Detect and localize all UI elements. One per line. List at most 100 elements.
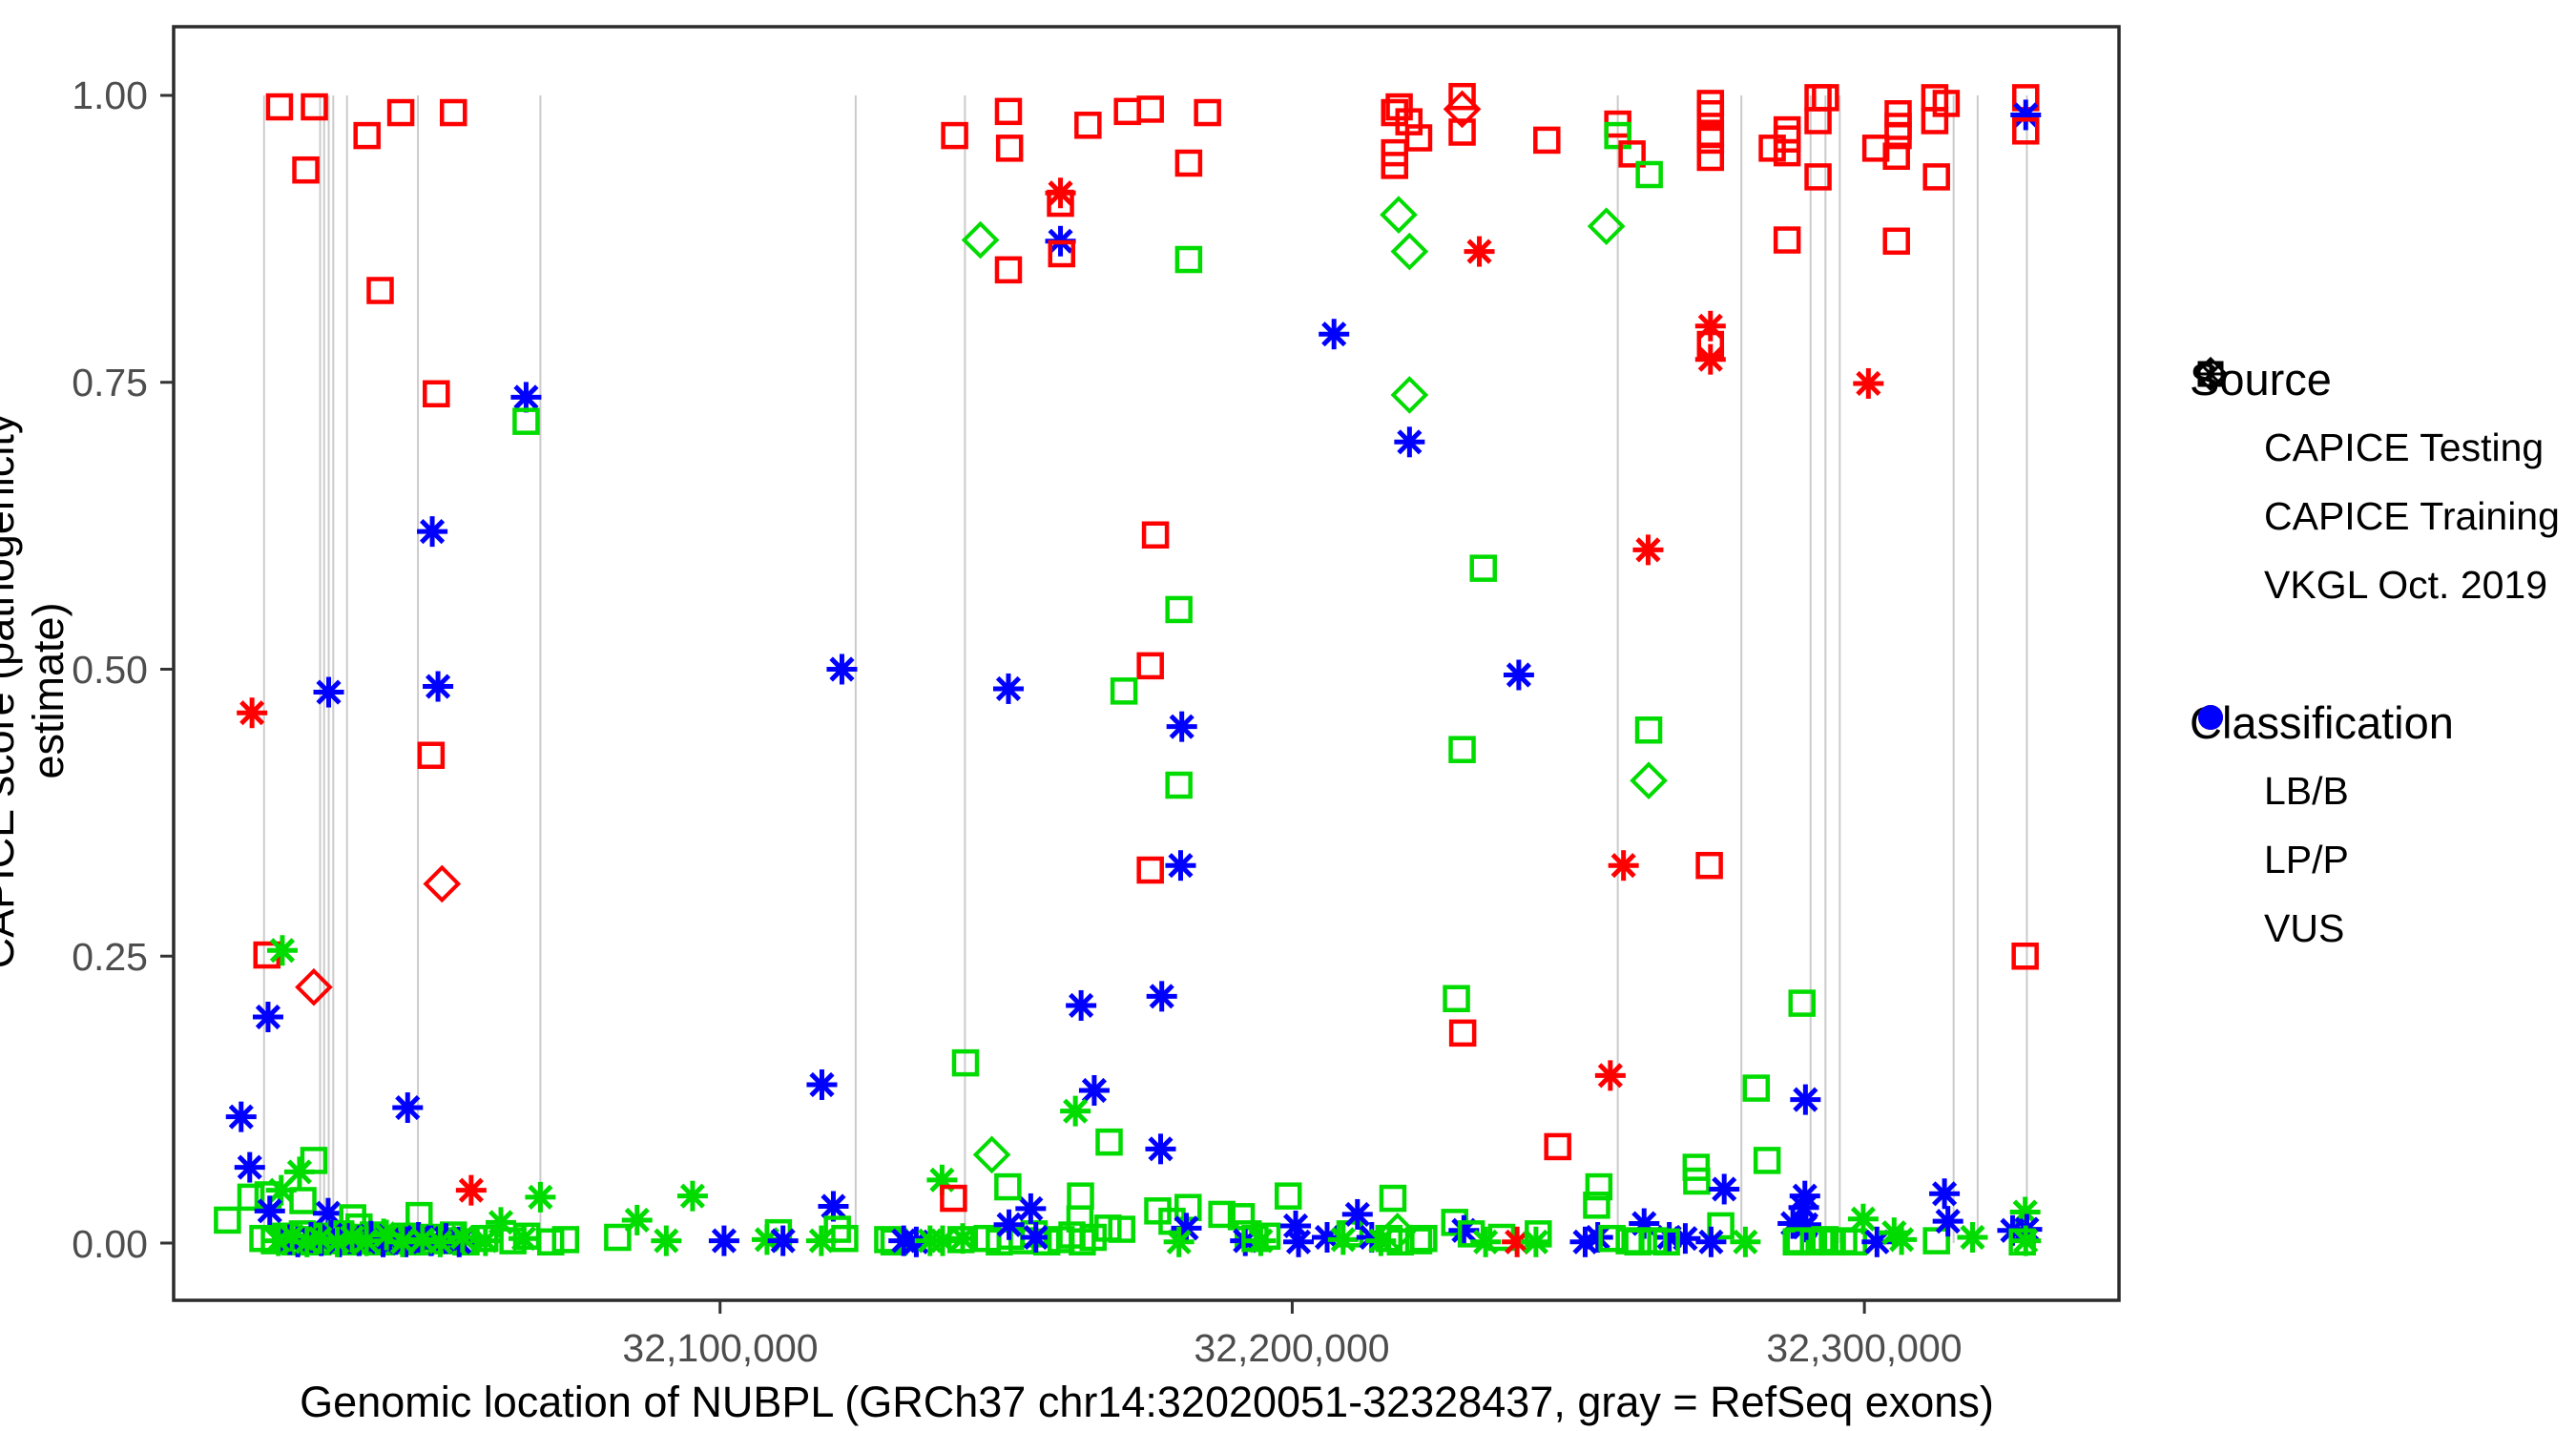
data-point-asterisk — [447, 1221, 478, 1253]
data-point-asterisk — [992, 673, 1024, 704]
data-point-square — [940, 1184, 967, 1213]
legend-item-label: VUS — [2264, 905, 2345, 950]
data-point-square — [994, 1172, 1022, 1201]
data-point-square — [1788, 989, 1817, 1017]
x-tick-label-32100000: 32,100,000 — [622, 1326, 819, 1370]
data-point-diamond — [1390, 376, 1429, 414]
data-point-asterisk — [386, 1226, 418, 1257]
data-point-square — [1544, 1132, 1571, 1161]
data-point-diamond — [972, 1135, 1011, 1174]
data-point-asterisk — [510, 382, 542, 413]
data-point-asterisk — [1020, 1221, 1051, 1253]
legend-item-label: VKGL Oct. 2019 — [2264, 562, 2548, 607]
y-axis-title: CAPICE score (pathogenicity estimate) — [0, 412, 73, 969]
data-point-square — [1583, 1192, 1610, 1219]
data-point-square — [1635, 160, 1663, 189]
data-point-square — [1695, 851, 1723, 880]
legend-classification: Classification LB/B LP/P VUS — [2190, 696, 2571, 963]
data-point-square — [1753, 1147, 1781, 1174]
data-point-square — [1448, 1019, 1477, 1047]
data-point-asterisk — [1886, 1224, 1918, 1255]
data-point-square — [2011, 117, 2040, 145]
data-point-asterisk — [455, 1174, 487, 1206]
data-point-asterisk — [1165, 850, 1196, 881]
data-point-square — [1174, 245, 1203, 274]
data-point-diamond — [961, 220, 1000, 259]
data-point-asterisk — [423, 671, 454, 702]
data-point-square — [1381, 152, 1409, 179]
data-point-square — [941, 121, 968, 150]
y-tick-label-0.00: 0.00 — [72, 1222, 148, 1266]
data-point-square — [1113, 97, 1141, 126]
y-tick-label-1.00: 1.00 — [72, 73, 148, 117]
data-point-asterisk — [351, 1225, 383, 1256]
data-point-square — [1707, 1212, 1735, 1240]
data-point-square — [1696, 126, 1725, 155]
data-point-asterisk — [993, 1209, 1025, 1240]
data-point-diamond — [1390, 232, 1429, 271]
data-point-square — [1758, 135, 1786, 162]
data-point-square — [1174, 149, 1203, 177]
x-axis-title: Genomic location of NUBPL (GRCh37 chr14:… — [300, 1378, 1994, 1426]
data-point-square — [1227, 1203, 1256, 1231]
data-point-square — [1804, 163, 1832, 191]
data-point-asterisk — [1503, 659, 1534, 691]
y-tick-label-0.25: 0.25 — [72, 935, 148, 979]
data-point-asterisk — [1166, 711, 1197, 742]
data-point-asterisk — [509, 1223, 540, 1255]
data-point-asterisk — [266, 935, 298, 966]
data-point-asterisk — [392, 1092, 424, 1124]
data-point-asterisk — [1730, 1226, 1761, 1257]
data-point-asterisk — [1145, 1133, 1176, 1165]
panel-border — [172, 25, 2121, 1302]
data-point-asterisk — [1790, 1209, 1821, 1240]
data-point-square — [301, 93, 328, 121]
data-point-square — [823, 1215, 851, 1243]
data-point-square — [1682, 1153, 1711, 1181]
data-point-square — [1381, 98, 1409, 127]
data-point-square — [1379, 1184, 1407, 1213]
data-point-asterisk — [1932, 1206, 1963, 1237]
legend-item-label: LB/B — [2264, 768, 2349, 813]
legend-item-lbb: LB/B — [2190, 705, 2571, 825]
data-point-square — [551, 1226, 580, 1254]
data-point-square — [1443, 985, 1470, 1013]
data-point-square — [1448, 118, 1476, 146]
data-point-asterisk — [818, 1191, 849, 1222]
data-point-square — [1604, 121, 1631, 150]
data-point-square — [1882, 142, 1910, 171]
data-point-square — [1652, 1228, 1680, 1256]
y-tick-label-0.50: 0.50 — [72, 648, 148, 692]
data-point-square — [1773, 226, 1801, 254]
data-point-square — [1141, 521, 1170, 549]
legend-classification-title: Classification — [2190, 697, 2454, 748]
data-point-square — [353, 121, 381, 150]
data-point-square — [1194, 98, 1221, 127]
data-point-square — [1922, 1227, 1950, 1255]
data-point-square — [1811, 1226, 1839, 1254]
data-point-asterisk — [1694, 343, 1726, 375]
data-point-asterisk — [1790, 1084, 1821, 1115]
data-point-asterisk — [1594, 1060, 1626, 1091]
data-point-square — [417, 741, 446, 769]
legend-item-label: CAPICE Training — [2264, 493, 2560, 538]
data-point-asterisk — [946, 1223, 978, 1255]
data-point-square — [2011, 943, 2039, 970]
data-point-asterisk — [234, 1151, 265, 1183]
data-point-square — [265, 93, 294, 121]
data-point-square — [1253, 1222, 1281, 1251]
data-point-square — [1469, 554, 1497, 582]
data-point-diamond — [423, 864, 462, 903]
data-point-square — [1773, 138, 1801, 167]
data-point-square — [1533, 126, 1561, 155]
data-point-diamond — [295, 967, 333, 1006]
data-point-square — [1047, 189, 1074, 218]
data-point-asterisk — [1146, 981, 1177, 1012]
data-point-square — [1922, 163, 1950, 191]
data-point-asterisk — [676, 1180, 708, 1212]
data-point-asterisk — [225, 1101, 257, 1132]
data-point-asterisk — [1245, 1225, 1277, 1256]
data-point-square — [995, 135, 1024, 162]
data-point-square — [1274, 1182, 1302, 1210]
